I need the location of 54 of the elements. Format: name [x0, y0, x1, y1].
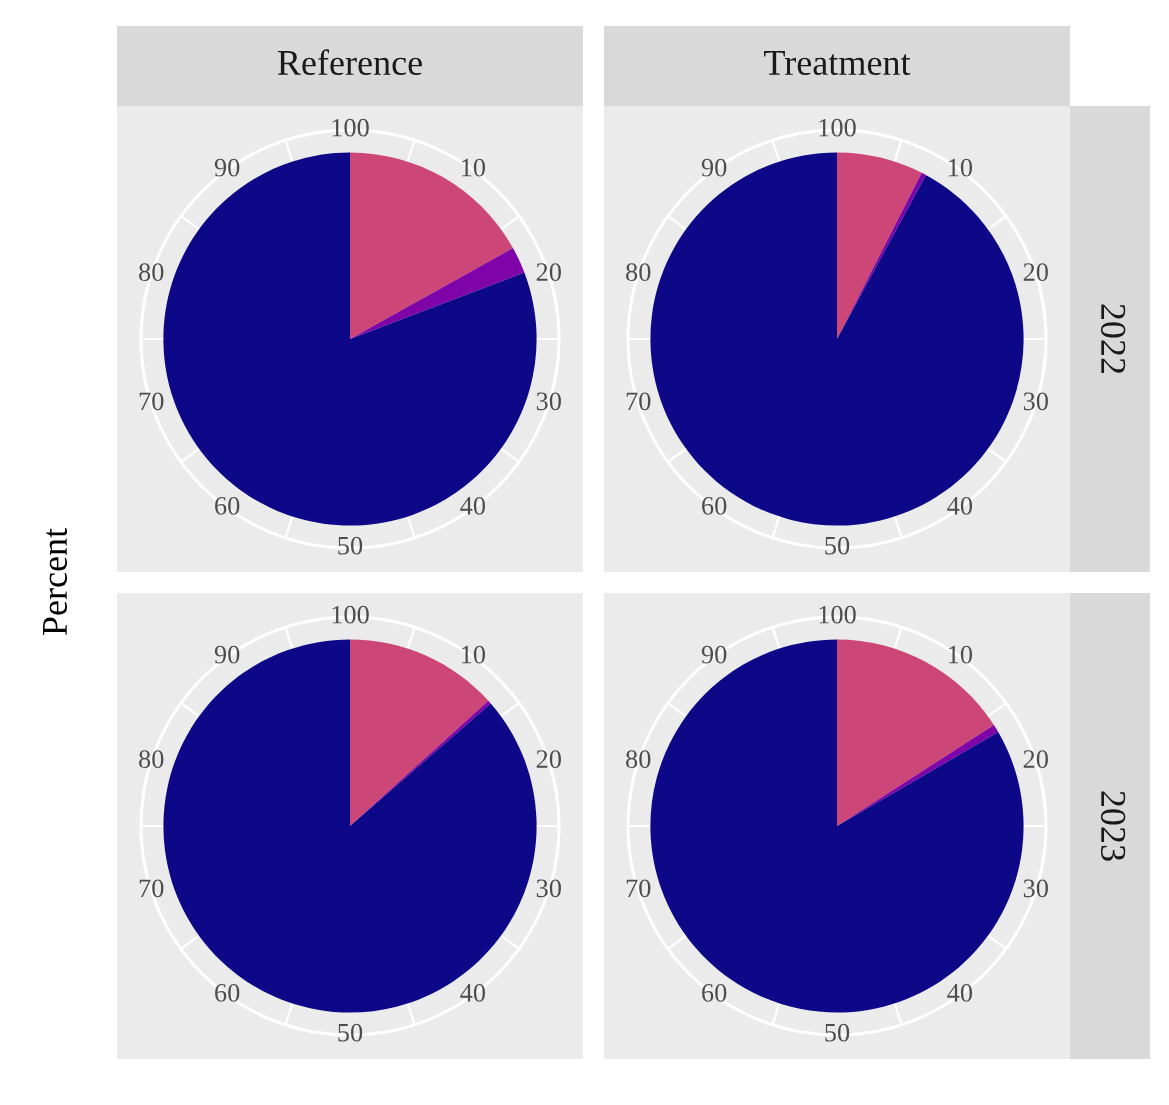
text: 70 — [139, 392, 164, 411]
text: 30 — [536, 879, 561, 898]
text: 60 — [215, 496, 240, 515]
text: 90 — [214, 645, 240, 664]
text: 10 — [461, 158, 486, 177]
text: 50 — [825, 1023, 850, 1042]
text: 20 — [1023, 263, 1048, 282]
pie-slice — [350, 152, 513, 339]
text: 2022 — [1100, 304, 1126, 374]
text: 80 — [139, 263, 164, 282]
text: 40 — [460, 496, 486, 515]
text: 100 — [819, 118, 856, 137]
pie-slice — [650, 639, 1024, 1013]
text: 40 — [947, 496, 973, 515]
pie-slice — [837, 725, 999, 826]
text: 50 — [825, 536, 850, 555]
chart-title: Reference — [277, 49, 422, 76]
text: 100 — [332, 118, 369, 137]
text: 60 — [702, 496, 727, 515]
text: 70 — [139, 879, 164, 898]
text: 40 — [460, 983, 486, 1002]
text: 90 — [701, 158, 727, 177]
text: 20 — [536, 263, 561, 282]
text: Percent — [43, 528, 68, 636]
text: 2023 — [1100, 791, 1126, 861]
text: 80 — [626, 263, 651, 282]
text: 80 — [139, 750, 164, 769]
text: 70 — [626, 879, 651, 898]
pie-slice — [163, 152, 537, 526]
pie-slice — [350, 248, 525, 339]
text: 90 — [214, 158, 240, 177]
text: 70 — [626, 392, 651, 411]
text: 60 — [215, 983, 240, 1002]
text: 10 — [461, 645, 486, 664]
text: 90 — [701, 645, 727, 664]
text: 60 — [702, 983, 727, 1002]
text: 30 — [536, 392, 561, 411]
pie-slice — [650, 152, 1024, 526]
text: 40 — [947, 983, 973, 1002]
text: 50 — [338, 536, 363, 555]
pie-slice — [163, 639, 537, 1013]
text: 10 — [948, 645, 973, 664]
text: 20 — [536, 750, 561, 769]
pie-slice — [350, 639, 489, 826]
text: 100 — [819, 605, 856, 624]
text: 80 — [626, 750, 651, 769]
text: 30 — [1023, 392, 1048, 411]
pie-slice — [837, 639, 994, 826]
text: 10 — [948, 158, 973, 177]
text: 30 — [1023, 879, 1048, 898]
text: 50 — [338, 1023, 363, 1042]
text: 20 — [1023, 750, 1048, 769]
chart-title: Treatment — [764, 51, 911, 76]
text: 100 — [332, 605, 369, 624]
